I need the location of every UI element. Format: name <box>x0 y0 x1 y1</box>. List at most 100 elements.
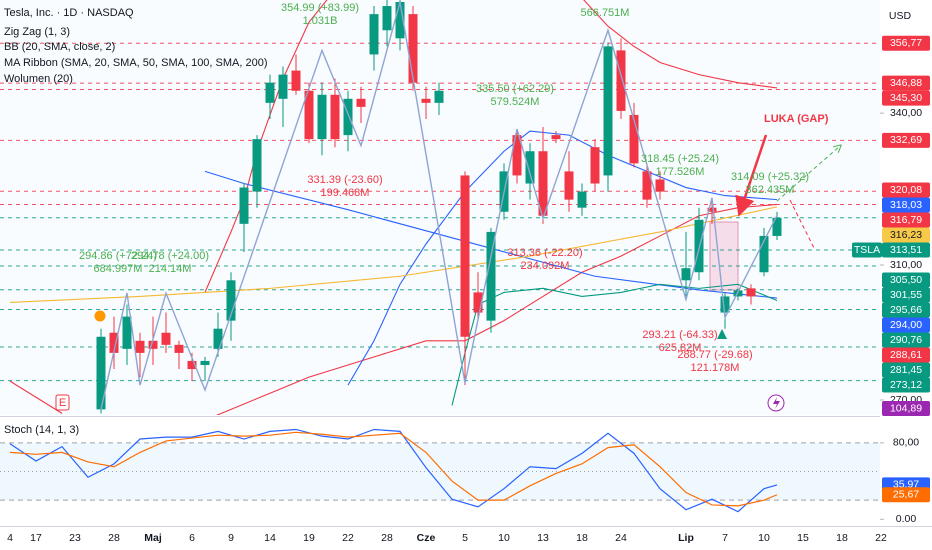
y-tick-label: 310,00 <box>890 259 922 271</box>
x-tick-label: 7 <box>722 532 728 544</box>
price-label-box <box>882 332 930 348</box>
candle-body <box>590 147 600 184</box>
candle-body <box>122 316 132 349</box>
stoch-label: 25,67 <box>893 489 919 501</box>
price-label: 305,50 <box>890 274 922 286</box>
candle-body <box>642 171 652 200</box>
price-label: 290,76 <box>890 334 922 346</box>
stoch-pane <box>0 428 880 513</box>
candle-body <box>291 70 301 91</box>
zigzag-label: 121.178M <box>691 362 740 374</box>
volume-label-box <box>882 401 930 416</box>
zigzag-label: 314.09 (+25.32) <box>731 171 809 183</box>
candle-body <box>460 175 470 337</box>
x-tick-label: 10 <box>758 532 770 544</box>
zigzag-label: 318.45 (+25.24) <box>641 153 719 165</box>
zigzag-label: 294.78 (+24.00) <box>131 250 209 262</box>
zigzag-label: 293.21 (-64.33) <box>642 329 717 341</box>
price-label: 320,08 <box>890 184 922 196</box>
gap-arrow <box>735 134 768 217</box>
price-pane <box>0 0 880 415</box>
candle-body <box>369 14 379 55</box>
price-annotations: LUKA (GAP) E Tesla, Inc. · 1D · NASDAQ Z… <box>4 2 840 412</box>
earnings-badge <box>55 394 70 411</box>
candle-body <box>564 171 574 200</box>
price-label-box <box>882 212 930 228</box>
x-tick-label: 17 <box>30 532 42 544</box>
legend-item: MA Ribbon (SMA, 20, SMA, 50, SMA, 100, S… <box>4 57 268 69</box>
candle-body <box>161 332 171 345</box>
y-tick-label: 340,00 <box>890 107 922 119</box>
candle-body <box>265 82 275 103</box>
zigzag-label: 362.435M <box>746 184 795 196</box>
candle-body <box>603 46 613 176</box>
x-tick-label: 4 <box>7 532 13 544</box>
candle-body <box>343 98 353 136</box>
x-tick-label: 14 <box>264 532 276 544</box>
x-tick-label: 22 <box>342 532 354 544</box>
y-tick-label: 80,00 <box>893 437 919 449</box>
x-tick-label: 18 <box>836 532 848 544</box>
volume-label: 104,89 <box>890 402 922 414</box>
candle-body <box>421 98 431 103</box>
price-label: 288,61 <box>890 349 922 361</box>
indicator-line <box>9 206 778 304</box>
price-label: 301,55 <box>890 289 922 301</box>
x-tick-label: 6 <box>189 532 195 544</box>
x-tick-label: 18 <box>576 532 588 544</box>
candle-body <box>135 340 145 353</box>
x-tick-label: 10 <box>498 532 510 544</box>
price-label: 316,23 <box>890 229 922 241</box>
x-tick-label: 13 <box>537 532 549 544</box>
candle-body <box>772 217 782 236</box>
price-label: 313,51 <box>890 244 922 256</box>
candle-body <box>356 98 366 107</box>
x-tick-label: 28 <box>381 532 393 544</box>
candle-body <box>512 135 522 176</box>
zigzag-label: 579.524M <box>491 96 540 108</box>
candle-body <box>148 340 158 349</box>
candle-body <box>434 90 444 103</box>
candle-body <box>239 187 249 224</box>
candle-body <box>681 268 691 281</box>
price-label-box <box>882 182 930 198</box>
y-tick-label: 0.00 <box>896 513 917 525</box>
signal-dot <box>94 310 106 322</box>
zigzag-label: 214.14M <box>149 263 192 275</box>
x-tick-label: Maj <box>144 532 162 544</box>
price-label-box <box>882 197 930 213</box>
indicator-line <box>347 130 778 386</box>
candle-body <box>109 332 119 353</box>
zigzag-label: 331.39 (-23.60) <box>307 174 382 186</box>
price-label-box <box>882 132 930 148</box>
dividend-icon <box>773 397 780 409</box>
legend-title: Tesla, Inc. · 1D · NASDAQ <box>4 7 134 19</box>
gap-box <box>709 221 739 291</box>
zigzag-label: 625.82M <box>659 342 702 354</box>
x-tick-label: Lip <box>678 532 694 544</box>
price-label-box <box>882 35 930 51</box>
candle-body <box>720 296 730 313</box>
stoch-line <box>9 428 778 513</box>
indicator-line <box>451 283 778 406</box>
projection-down <box>789 199 816 251</box>
candle-body <box>551 135 561 140</box>
zigzag-label: 288.77 (-29.68) <box>677 349 752 361</box>
zigzag-label: 684.997M <box>94 263 143 275</box>
candle-body <box>213 328 223 349</box>
price-label: 281,45 <box>890 364 922 376</box>
candle-body <box>616 50 626 111</box>
price-label: 356,77 <box>890 37 922 49</box>
legend-item: Wolumen (20) <box>4 73 73 85</box>
price-label-box <box>882 302 930 318</box>
stoch-title: Stoch (14, 1, 3) <box>4 424 79 436</box>
symbol-box <box>852 242 882 258</box>
candle-body <box>252 139 262 192</box>
x-tick-label: 9 <box>228 532 234 544</box>
zigzag-label: 234.092M <box>521 260 570 272</box>
candle-body <box>486 231 496 321</box>
zigzag-line <box>100 1 778 410</box>
price-label-box <box>882 227 930 243</box>
